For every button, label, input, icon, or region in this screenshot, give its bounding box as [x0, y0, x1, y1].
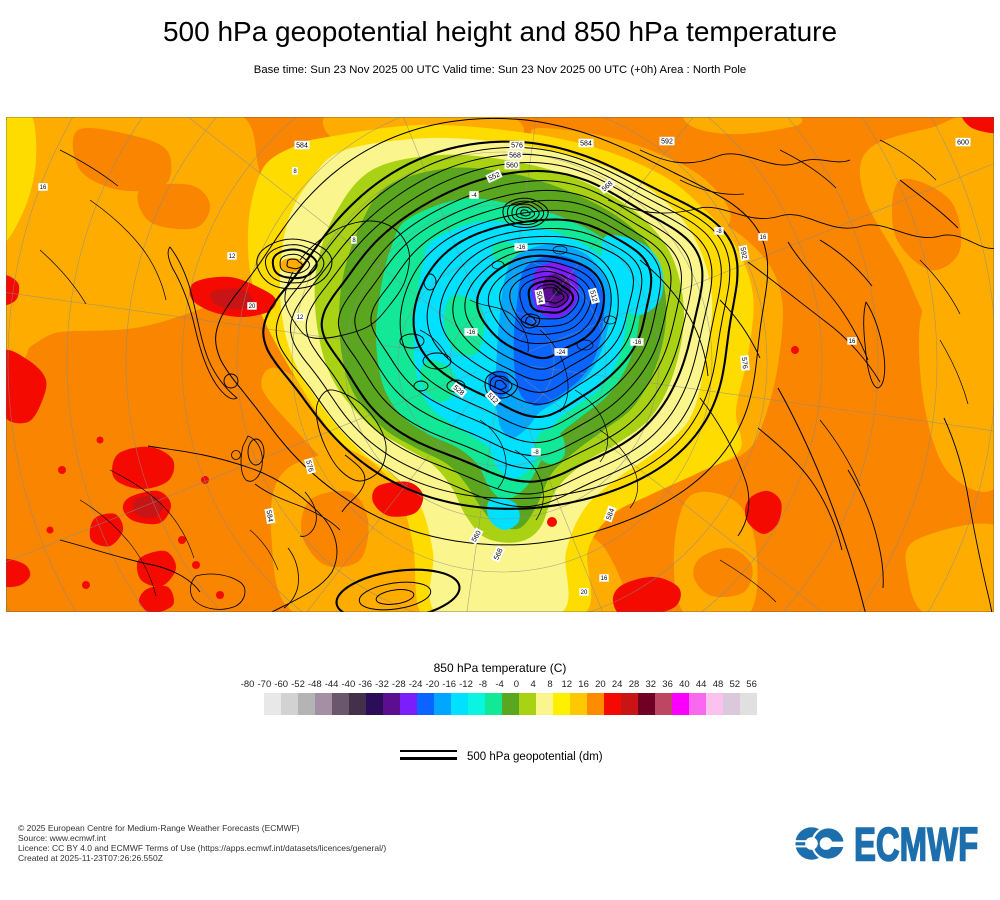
svg-text:-8: -8	[716, 229, 722, 235]
svg-text:576: 576	[740, 357, 748, 369]
svg-text:-16: -16	[467, 330, 476, 336]
svg-text:592: 592	[661, 139, 673, 146]
svg-text:16: 16	[760, 235, 767, 241]
svg-text:576: 576	[511, 143, 523, 150]
svg-text:576: 576	[304, 460, 314, 473]
svg-text:560: 560	[506, 163, 518, 170]
svg-text:-24: -24	[557, 350, 566, 356]
svg-text:600: 600	[957, 140, 969, 147]
svg-text:12: 12	[229, 254, 236, 260]
svg-text:568: 568	[493, 548, 504, 562]
svg-text:504: 504	[535, 291, 544, 304]
svg-text:568: 568	[509, 153, 521, 160]
svg-text:584: 584	[580, 141, 592, 148]
svg-text:8: 8	[352, 238, 356, 244]
svg-text:20: 20	[581, 590, 588, 596]
svg-text:16: 16	[849, 339, 856, 345]
svg-text:8: 8	[293, 169, 297, 175]
svg-text:-16: -16	[517, 245, 526, 251]
svg-text:512: 512	[588, 290, 598, 303]
svg-text:12: 12	[297, 315, 304, 321]
svg-text:552: 552	[488, 171, 502, 182]
svg-text:584: 584	[265, 510, 274, 523]
svg-text:20: 20	[249, 304, 256, 310]
svg-text:16: 16	[40, 185, 47, 191]
svg-text:-16: -16	[633, 340, 642, 346]
svg-text:584: 584	[296, 143, 308, 150]
svg-text:584: 584	[606, 508, 617, 521]
svg-text:560: 560	[471, 530, 483, 544]
svg-text:-8: -8	[533, 450, 539, 456]
svg-text:-4: -4	[471, 193, 477, 199]
svg-text:16: 16	[601, 576, 608, 582]
svg-text:ECMWF: ECMWF	[854, 820, 978, 866]
svg-text:592: 592	[739, 247, 748, 260]
